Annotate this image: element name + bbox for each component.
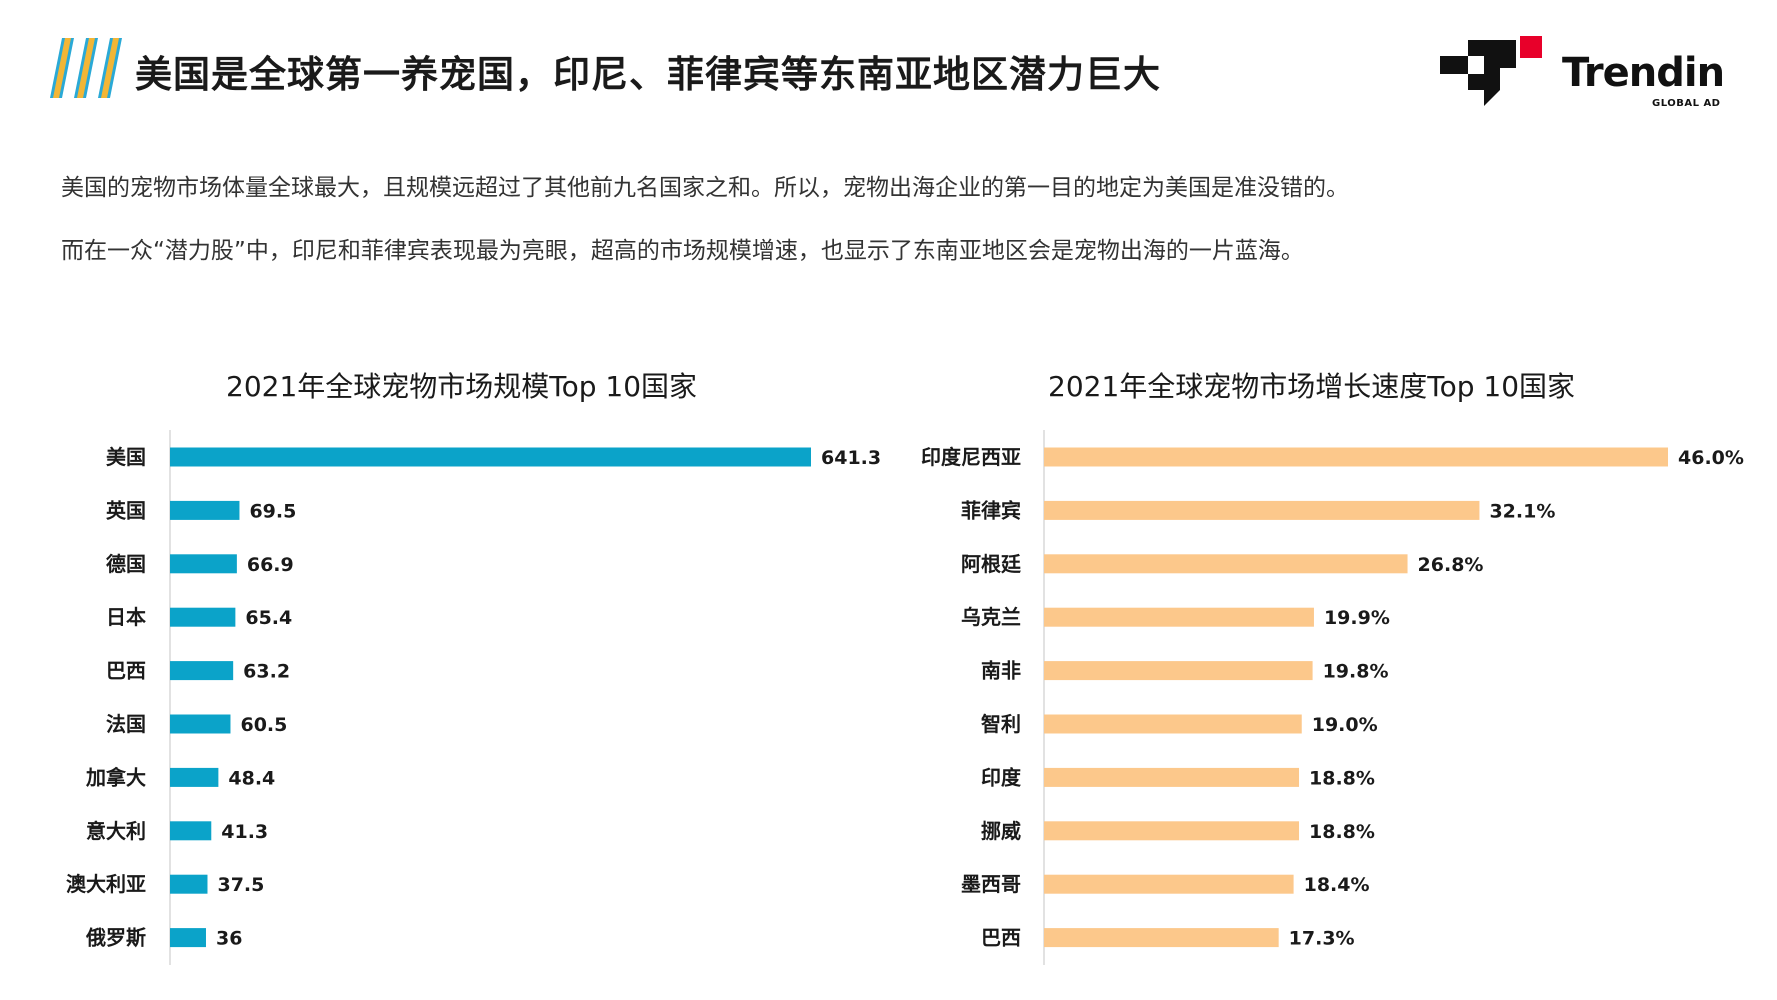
- trendin-logo: Trendin GLOBAL AD: [1440, 34, 1740, 124]
- size-bar: [170, 661, 234, 681]
- page-title: 美国是全球第一养宠国，印尼、菲律宾等东南亚地区潜力巨大: [135, 53, 1161, 96]
- growth-category-label: 乌克兰: [961, 605, 1021, 629]
- size-value-label: 69.5: [249, 500, 296, 522]
- growth-category-label: 巴西: [981, 926, 1021, 950]
- size-value-label: 41.3: [221, 821, 268, 843]
- size-category-label: 日本: [106, 605, 146, 629]
- stripes-logo-icon: [50, 38, 122, 98]
- size-bar: [170, 821, 212, 841]
- growth-value-label: 18.8%: [1309, 767, 1375, 789]
- size-category-label: 法国: [106, 712, 146, 736]
- logo-text: Trendin: [1562, 50, 1725, 96]
- growth-bar: [1044, 874, 1294, 894]
- growth-category-label: 南非: [981, 659, 1021, 683]
- growth-category-label: 挪威: [981, 819, 1021, 843]
- header: 美国是全球第一养宠国，印尼、菲律宾等东南亚地区潜力巨大 Trendin GLOB…: [0, 0, 1777, 120]
- growth-bar: [1044, 607, 1314, 627]
- size-value-label: 63.2: [243, 661, 290, 683]
- size-bar: [170, 928, 206, 948]
- growth-value-label: 19.9%: [1324, 607, 1390, 629]
- growth-value-label: 18.4%: [1304, 874, 1370, 896]
- size-bar: [170, 500, 240, 520]
- description-line-2: 而在一众“潜力股”中，印尼和菲律宾表现最为亮眼，超高的市场规模增速，也显示了东南…: [61, 238, 1304, 264]
- size-category-label: 德国: [106, 552, 146, 576]
- growth-value-label: 19.8%: [1323, 661, 1389, 683]
- growth-category-label: 印度尼西亚: [921, 445, 1021, 469]
- size-category-label: 加拿大: [85, 765, 146, 789]
- description-line-1: 美国的宠物市场体量全球最大，且规模远超过了其他前九名国家之和。所以，宠物出海企业…: [61, 175, 1349, 201]
- size-value-label: 48.4: [228, 767, 275, 789]
- trendin-logo-icon: [1440, 36, 1542, 106]
- growth-bar: [1044, 928, 1279, 948]
- logo-subtext: GLOBAL AD: [1652, 98, 1721, 109]
- growth-value-label: 17.3%: [1289, 928, 1355, 950]
- size-category-label: 英国: [106, 498, 146, 522]
- growth-category-label: 阿根廷: [961, 552, 1022, 576]
- size-bar: [170, 447, 811, 467]
- growth-value-label: 32.1%: [1489, 500, 1555, 522]
- size-value-label: 60.5: [240, 714, 287, 736]
- growth-category-label: 墨西哥: [961, 872, 1021, 896]
- growth-bar: [1044, 500, 1480, 520]
- size-category-label: 澳大利亚: [66, 872, 146, 896]
- size-category-label: 美国: [106, 445, 146, 469]
- size-bar: [170, 714, 231, 734]
- size-bar: [170, 607, 236, 627]
- growth-bar: [1044, 821, 1300, 841]
- size-value-label: 641.3: [821, 447, 881, 469]
- growth-bar: [1044, 767, 1300, 787]
- chart-title-market-size: 2021年全球宠物市场规模Top 10国家: [226, 370, 698, 403]
- growth-value-label: 19.0%: [1312, 714, 1378, 736]
- chart-title-growth-rate: 2021年全球宠物市场增长速度Top 10国家: [1048, 370, 1576, 403]
- growth-value-label: 26.8%: [1418, 554, 1484, 576]
- size-value-label: 65.4: [245, 607, 292, 629]
- growth-bar: [1044, 554, 1408, 574]
- growth-value-label: 18.8%: [1309, 821, 1375, 843]
- growth-bar: [1044, 714, 1302, 734]
- size-value-label: 36: [216, 928, 242, 950]
- growth-category-label: 智利: [981, 712, 1021, 736]
- size-value-label: 37.5: [217, 874, 264, 896]
- growth-category-label: 菲律宾: [961, 498, 1021, 522]
- size-category-label: 意大利: [86, 819, 146, 843]
- growth-category-label: 印度: [981, 765, 1022, 789]
- size-bar: [170, 554, 237, 574]
- size-value-label: 66.9: [247, 554, 294, 576]
- growth-bar: [1044, 447, 1668, 467]
- size-category-label: 巴西: [106, 659, 146, 683]
- size-category-label: 俄罗斯: [85, 926, 146, 950]
- size-bar: [170, 874, 208, 894]
- size-bar: [170, 767, 219, 787]
- growth-value-label: 46.0%: [1678, 447, 1744, 469]
- growth-bar: [1044, 661, 1313, 681]
